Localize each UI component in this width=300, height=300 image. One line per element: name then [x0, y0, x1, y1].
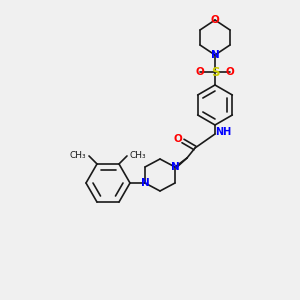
Text: NH: NH [215, 127, 231, 137]
Text: N: N [211, 50, 219, 60]
Text: N: N [171, 162, 179, 172]
Text: S: S [211, 65, 219, 79]
Text: O: O [196, 67, 204, 77]
Text: O: O [211, 15, 219, 25]
Text: CH₃: CH₃ [130, 152, 147, 160]
Text: O: O [174, 134, 182, 144]
Text: CH₃: CH₃ [69, 152, 86, 160]
Text: N: N [141, 178, 149, 188]
Text: O: O [226, 67, 234, 77]
